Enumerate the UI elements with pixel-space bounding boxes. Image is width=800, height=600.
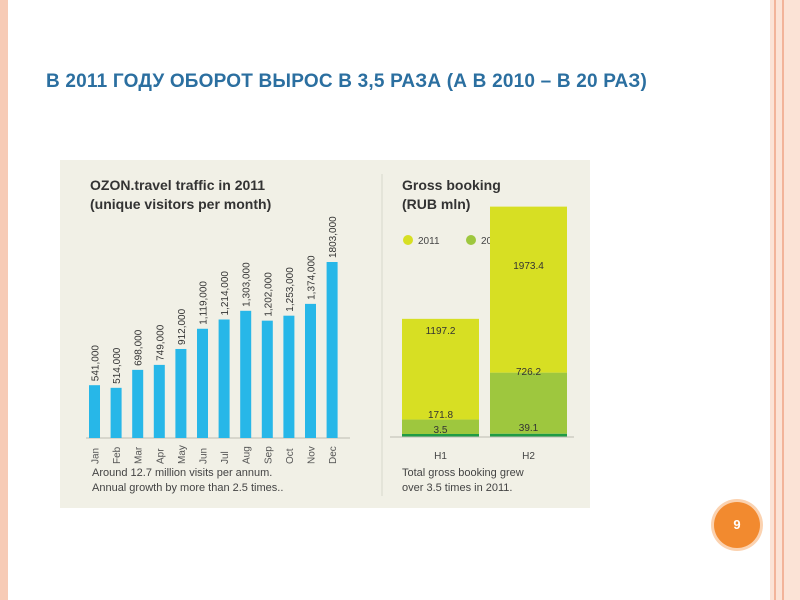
traffic-month-label: Dec xyxy=(328,446,339,464)
booking-bar-h2-2009 xyxy=(490,433,567,437)
traffic-bar-aug xyxy=(240,310,252,438)
traffic-bar-sep xyxy=(261,320,273,438)
booking-caption-line-1: Total gross booking grew xyxy=(402,467,524,479)
traffic-bar-jun xyxy=(197,328,208,438)
booking-subtitle: (RUB mln) xyxy=(402,196,470,212)
slide-title: В 2011 ГОДУ ОБОРОТ ВЫРОС В 3,5 РАЗА (А В… xyxy=(46,71,648,92)
charts-svg: OZON.travel traffic in 2011 (unique visit… xyxy=(86,174,574,496)
booking-value-label-h1-2010: 171.8 xyxy=(428,410,453,421)
page-number-badge: 9 xyxy=(714,502,760,548)
traffic-value-label: 1,119,000 xyxy=(199,281,210,325)
traffic-value-label: 1,374,000 xyxy=(307,255,318,300)
traffic-caption-line-2: Annual growth by more than 2.5 times.. xyxy=(92,482,284,494)
booking-bar-h2-2010 xyxy=(490,372,567,434)
booking-category-label: H2 xyxy=(522,451,535,462)
booking-value-label-h1-2009: 3.5 xyxy=(434,425,448,436)
traffic-month-label: Jul xyxy=(220,451,231,464)
legend-label-2011: 2011 xyxy=(418,236,440,247)
booking-value-label-h2-2010: 726.2 xyxy=(516,367,541,378)
traffic-bar-nov xyxy=(305,303,316,438)
traffic-month-label: Apr xyxy=(155,448,166,464)
traffic-month-label: Jun xyxy=(199,448,210,464)
booking-bar-h1-2011 xyxy=(402,318,479,420)
traffic-month-label: May xyxy=(177,445,188,464)
traffic-caption: Around 12.7 million visits per annum. An… xyxy=(92,466,283,496)
traffic-caption-line-1: Around 12.7 million visits per annum. xyxy=(92,467,273,479)
booking-bar-h2-2011 xyxy=(490,206,567,373)
legend-swatch-2010 xyxy=(466,235,476,245)
traffic-month-label: Jan xyxy=(91,448,102,464)
traffic-subtitle: (unique visitors per month) xyxy=(90,196,271,212)
traffic-value-label: 749,000 xyxy=(155,324,166,361)
chart-panel: OZON.travel traffic in 2011 (unique visit… xyxy=(60,160,590,508)
traffic-month-label: Mar xyxy=(134,446,145,464)
booking-bar-h1-2009 xyxy=(402,434,479,437)
traffic-month-label: Feb xyxy=(112,446,123,464)
booking-value-label-h2-2009: 39.1 xyxy=(519,423,539,434)
booking-caption-line-2: over 3.5 times in 2011. xyxy=(402,482,513,494)
traffic-value-label: 912,000 xyxy=(177,308,188,345)
traffic-value-label: 1803,000 xyxy=(328,216,339,258)
traffic-value-label: 514,000 xyxy=(112,347,123,384)
traffic-month-label: Sep xyxy=(263,446,274,464)
booking-value-label-h2-2011: 1973.4 xyxy=(513,261,544,272)
traffic-title: OZON.travel traffic in 2011 xyxy=(90,177,265,193)
traffic-bar-apr xyxy=(153,364,165,438)
traffic-bar-dec xyxy=(326,262,338,438)
traffic-month-label: Aug xyxy=(242,446,253,464)
traffic-value-label: 1,202,000 xyxy=(263,272,274,317)
traffic-value-label: 541,000 xyxy=(91,345,102,382)
traffic-value-label: 1,214,000 xyxy=(220,271,231,316)
traffic-bar-jul xyxy=(218,319,230,438)
left-edge-decoration xyxy=(0,0,8,600)
legend-swatch-2011 xyxy=(403,235,413,245)
booking-title: Gross booking xyxy=(402,177,501,193)
traffic-bar-jan xyxy=(89,385,100,438)
traffic-bar-may xyxy=(175,348,187,438)
booking-value-label-h1-2011: 1197.2 xyxy=(426,326,456,337)
right-edge-decoration xyxy=(770,0,800,600)
traffic-bar-feb xyxy=(110,387,122,438)
booking-caption: Total gross booking grew over 3.5 times … xyxy=(402,466,524,496)
traffic-month-label: Nov xyxy=(307,446,318,464)
booking-bar-h1-2010 xyxy=(402,419,479,434)
traffic-bar-mar xyxy=(132,369,144,438)
traffic-value-label: 1,253,000 xyxy=(285,267,296,312)
traffic-bar-oct xyxy=(283,315,295,438)
traffic-value-label: 698,000 xyxy=(134,329,145,366)
booking-category-label: H1 xyxy=(434,451,447,462)
traffic-value-label: 1,303,000 xyxy=(242,262,253,307)
traffic-month-label: Oct xyxy=(285,448,296,464)
